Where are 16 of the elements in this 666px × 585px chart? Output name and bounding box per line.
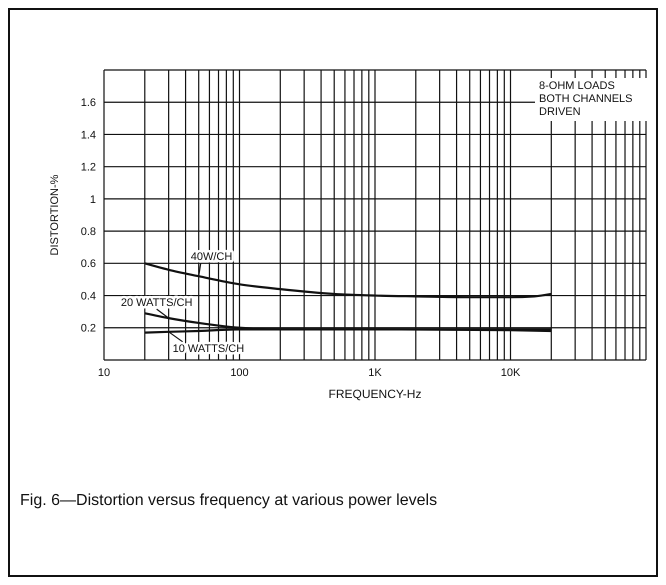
x-tick-label: 10K (500, 366, 521, 379)
x-tick-label: 100 (230, 366, 249, 379)
y-tick-label: 1.4 (80, 129, 96, 142)
y-tick-label: 0.2 (80, 322, 96, 335)
x-tick-label: 10 (98, 366, 110, 379)
caption: Fig. 6—Distortion versus frequency at various power levels (20, 492, 438, 510)
x-axis-title: FREQUENCY-Hz (328, 387, 422, 401)
y-tick-label: 0.6 (80, 258, 96, 270)
x-tick-label: 1K (368, 366, 382, 379)
annotation: 8-OHM LOADS BOTH CHANNELS DRIVEN (535, 78, 653, 121)
y-axis-title: DISTORTION-% (48, 174, 61, 256)
y-tick-label: 1 (90, 194, 96, 206)
y-tick-label: 1.6 (80, 97, 96, 110)
y-tick-label: 0.4 (80, 290, 96, 302)
y-tick-label: 1.2 (80, 162, 96, 174)
y-tick-label: 0.8 (80, 226, 96, 238)
